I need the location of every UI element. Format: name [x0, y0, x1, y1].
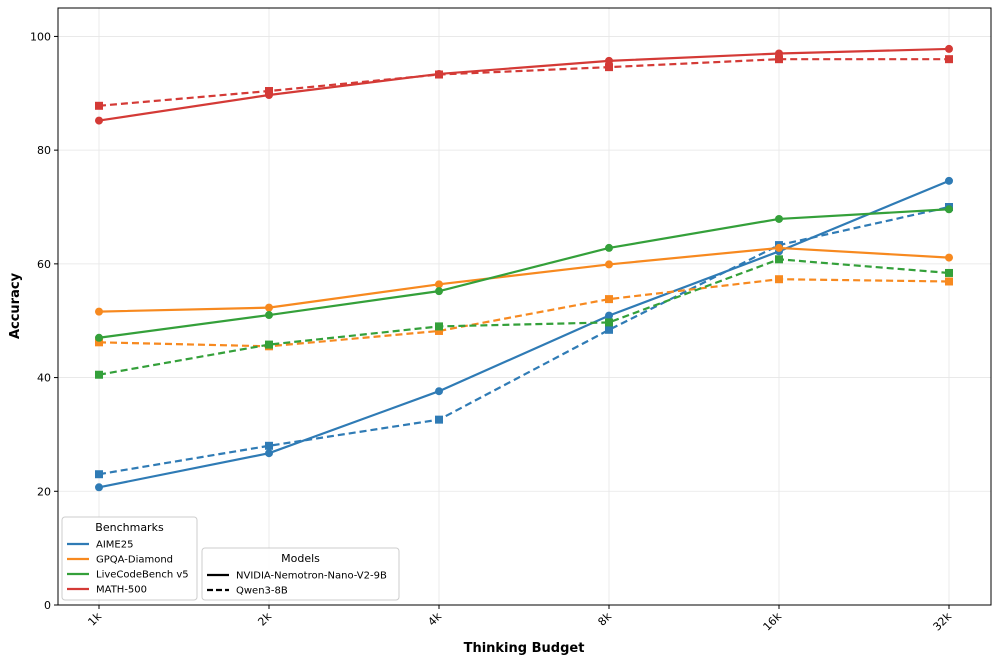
data-point-math-500-qwen3 [775, 55, 783, 64]
legend-label: GPQA-Diamond [96, 555, 173, 566]
data-point-livecodebench-v5-nemotron [265, 311, 273, 320]
data-point-gpqa-diamond-nemotron [435, 280, 443, 289]
legend-label: LiveCodeBench v5 [96, 570, 189, 581]
y-tick-label: 80 [37, 144, 51, 157]
series-math-500-nemotron [95, 44, 953, 125]
y-tick-label: 60 [37, 258, 51, 271]
x-tick-label: 8k [595, 609, 614, 628]
legend-label: MATH-500 [96, 585, 147, 596]
data-point-math-500-nemotron [605, 56, 613, 65]
x-tick-label: 16k [761, 609, 785, 633]
data-point-gpqa-diamond-qwen3 [605, 295, 613, 304]
data-point-livecodebench-v5-qwen3 [945, 268, 953, 277]
data-point-aime25-nemotron [435, 387, 443, 396]
data-point-gpqa-diamond-qwen3 [435, 326, 443, 335]
data-point-math-500-qwen3 [605, 63, 613, 72]
benchmark-legend-title: Benchmarks [95, 521, 164, 534]
x-tick-label: 4k [425, 609, 444, 628]
data-point-gpqa-diamond-nemotron [945, 253, 953, 262]
x-axis-title: Thinking Budget [464, 641, 585, 656]
series-gpqa-diamond-qwen3 [95, 275, 953, 351]
data-point-aime25-qwen3 [95, 470, 103, 479]
data-point-aime25-qwen3 [435, 415, 443, 424]
model-legend-title: Models [281, 552, 320, 565]
series-line-aime25-qwen3 [98, 205, 950, 476]
data-point-gpqa-diamond-nemotron [265, 303, 273, 312]
data-point-math-500-qwen3 [435, 70, 443, 79]
data-point-livecodebench-v5-nemotron [945, 205, 953, 214]
data-point-math-500-nemotron [945, 44, 953, 53]
data-point-gpqa-diamond-qwen3 [95, 338, 103, 347]
data-point-gpqa-diamond-nemotron [605, 260, 613, 269]
data-point-livecodebench-v5-qwen3 [435, 322, 443, 331]
data-point-livecodebench-v5-nemotron [605, 243, 613, 252]
y-axis-title: Accuracy [8, 272, 23, 339]
data-point-aime25-nemotron [265, 449, 273, 458]
series-math-500-qwen3 [95, 55, 953, 110]
benchmark-legend-frame [61, 516, 198, 601]
data-point-gpqa-diamond-qwen3 [775, 275, 783, 284]
series-livecodebench-v5-nemotron [95, 205, 953, 342]
benchmark-legend: Benchmarks AIME25 GPQA-Diamond LiveCodeBen… [61, 516, 198, 601]
data-point-math-500-qwen3 [265, 87, 273, 96]
legend-label: AIME25 [96, 540, 133, 551]
data-point-aime25-nemotron [945, 176, 953, 185]
data-point-livecodebench-v5-qwen3 [605, 318, 613, 327]
data-point-gpqa-diamond-qwen3 [945, 277, 953, 286]
series-aime25-qwen3 [95, 203, 953, 479]
data-point-livecodebench-v5-nemotron [95, 333, 103, 342]
series-line-aime25-nemotron [98, 179, 950, 489]
data-point-aime25-qwen3 [605, 325, 613, 334]
data-point-livecodebench-v5-qwen3 [95, 370, 103, 379]
x-tick-label: 32k [931, 609, 955, 633]
data-point-aime25-nemotron [605, 311, 613, 320]
grid [58, 8, 991, 606]
series-line-gpqa-diamond-nemotron [98, 246, 950, 313]
series-line-math-500-qwen3 [98, 58, 949, 107]
data-point-aime25-qwen3 [265, 441, 273, 450]
data-point-livecodebench-v5-qwen3 [265, 340, 273, 349]
data-point-math-500-qwen3 [95, 101, 103, 110]
series-livecodebench-v5-qwen3 [95, 255, 953, 379]
data-point-livecodebench-v5-nemotron [435, 287, 443, 296]
series-layer [95, 44, 953, 492]
legend-label: NVIDIA-Nemotron-Nano-V2-9B [236, 571, 387, 582]
y-tick-label: 0 [44, 599, 51, 612]
model-legend: Models NVIDIA-Nemotron-Nano-V2-9B Qwen3-8… [201, 547, 400, 601]
series-aime25-nemotron [95, 176, 953, 492]
data-point-gpqa-diamond-nemotron [775, 243, 783, 252]
y-tick-label: 40 [37, 372, 51, 385]
data-point-aime25-nemotron [95, 483, 103, 492]
x-tick-label: 2k [255, 609, 274, 628]
y-tick-label: 20 [37, 485, 51, 498]
legend-label: Qwen3-8B [236, 586, 288, 597]
plot-frame [57, 7, 992, 606]
data-point-math-500-nemotron [95, 116, 103, 125]
series-line-math-500-nemotron [98, 47, 950, 122]
model-legend-frame [201, 547, 400, 601]
series-line-livecodebench-v5-nemotron [98, 208, 950, 339]
y-tick-label: 100 [30, 30, 51, 43]
data-point-livecodebench-v5-qwen3 [775, 255, 783, 264]
data-point-livecodebench-v5-nemotron [775, 214, 783, 223]
data-point-math-500-qwen3 [945, 55, 953, 64]
series-gpqa-diamond-nemotron [95, 243, 953, 316]
series-line-gpqa-diamond-qwen3 [98, 278, 950, 348]
series-line-livecodebench-v5-qwen3 [98, 258, 950, 376]
data-point-gpqa-diamond-nemotron [95, 307, 103, 316]
x-tick-label: 1k [85, 609, 104, 628]
